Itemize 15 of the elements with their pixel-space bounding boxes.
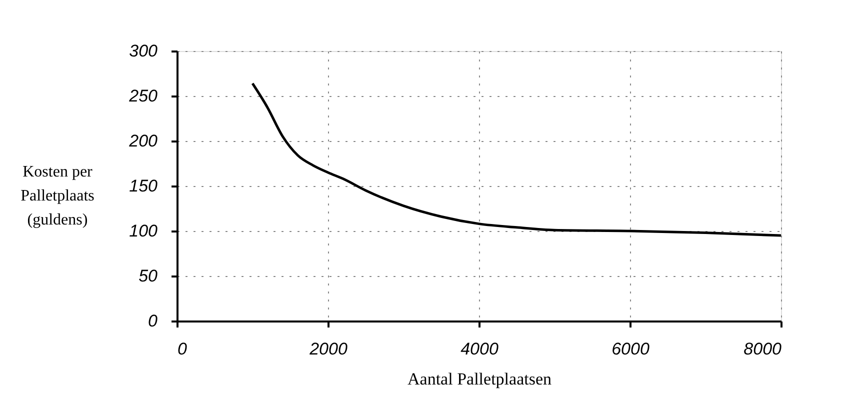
- x-tick-label: 6000: [612, 340, 650, 358]
- y-tick-label: 150: [129, 176, 158, 196]
- y-tick-label: 250: [128, 86, 158, 106]
- y-tick-label: 50: [138, 266, 158, 286]
- y-tick-label: 0: [148, 312, 158, 330]
- x-axis-title: Aantal Palletplaatsen: [408, 370, 552, 388]
- line-series: [251, 82, 782, 237]
- y-axis-title: Kosten per Palletplaats (guldens): [20, 164, 94, 228]
- y-tick-label: 200: [128, 132, 158, 150]
- x-tick-label: 4000: [460, 340, 499, 358]
- x-tick-label: 0: [178, 340, 188, 358]
- y-tick-label: 100: [129, 222, 158, 240]
- y-tick-label: 300: [129, 42, 158, 60]
- x-tick-label: 8000: [744, 340, 782, 358]
- x-tick-label: 2000: [308, 340, 348, 358]
